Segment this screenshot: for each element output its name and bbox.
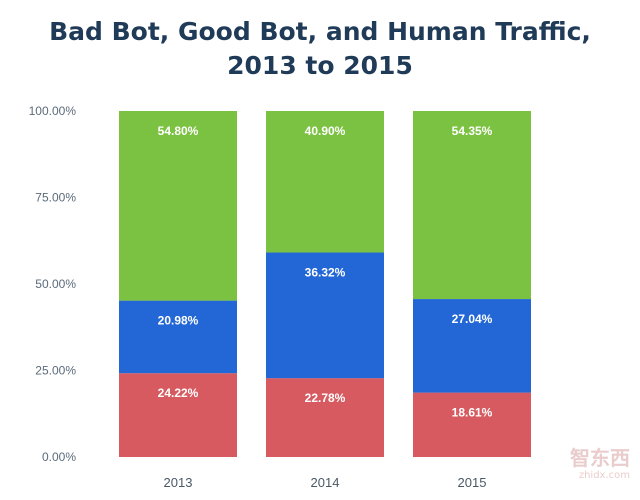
bar-segment (413, 299, 531, 393)
y-tick-label: 0.00% (42, 450, 76, 464)
y-tick-label: 75.00% (35, 191, 76, 205)
y-tick-label: 50.00% (35, 277, 76, 291)
watermark-main-text: 智东西 (570, 446, 630, 470)
bar-segment (266, 378, 384, 457)
segment-value-label: 20.98% (158, 314, 199, 328)
bars (119, 111, 531, 457)
segment-labels: 24.22% 20.98% 54.80% 22.78% 36.32% 40.90% 18.6… (158, 124, 493, 420)
y-axis: 0.00% 25.00% 50.00% 75.00% 100.00% (29, 104, 77, 464)
x-axis: 2013 2014 2015 (164, 475, 487, 490)
segment-value-label: 40.90% (305, 124, 346, 138)
bar-segment (119, 373, 237, 457)
chart-title-line-2: 2013 to 2015 (227, 51, 413, 80)
y-tick-label: 100.00% (29, 104, 77, 118)
bar-segment (119, 111, 237, 301)
chart-title-line-1: Bad Bot, Good Bot, and Human Traffic, (49, 17, 591, 46)
segment-value-label: 18.61% (452, 406, 493, 420)
y-tick-label: 25.00% (35, 364, 76, 378)
bar-segment (266, 252, 384, 379)
bar-segment (266, 111, 384, 253)
x-tick-label: 2013 (164, 475, 193, 490)
bar-segment (413, 111, 531, 300)
segment-value-label: 54.35% (452, 124, 493, 138)
bar-segment (413, 392, 531, 457)
x-tick-label: 2015 (458, 475, 487, 490)
bar-segment (119, 300, 237, 374)
segment-value-label: 24.22% (158, 386, 199, 400)
segment-value-label: 54.80% (158, 124, 199, 138)
watermark-logo: 智东西 zhidx.com (530, 446, 630, 482)
segment-value-label: 27.04% (452, 312, 493, 326)
watermark-sub-text: zhidx.com (578, 470, 630, 481)
segment-value-label: 22.78% (305, 391, 346, 405)
segment-value-label: 36.32% (305, 266, 346, 280)
x-tick-label: 2014 (311, 475, 340, 490)
